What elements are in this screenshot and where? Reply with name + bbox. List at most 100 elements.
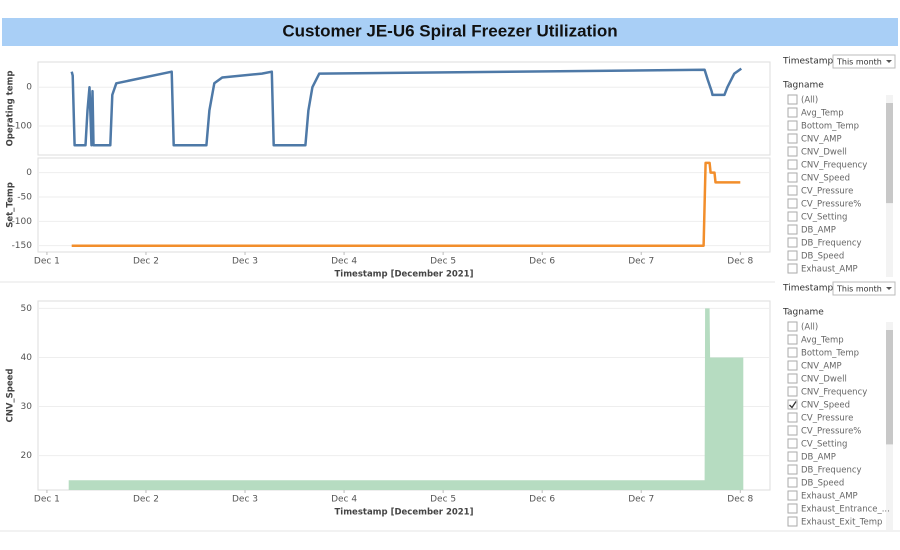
option-label[interactable]: CV_Pressure [801,187,853,197]
option-label[interactable]: CV_Setting [801,440,847,450]
x-tick-label: Dec 5 [430,495,456,505]
option-label[interactable]: CNV_Speed [801,174,850,184]
checkbox[interactable] [787,159,798,170]
checkbox[interactable] [787,94,798,105]
checkbox[interactable] [787,198,798,209]
option-label[interactable]: Exhaust_Entrance_... [801,505,890,515]
checkbox[interactable] [787,237,798,248]
checkbox[interactable] [787,185,798,196]
y-tick-label: -50 [17,192,32,202]
option-label[interactable]: CNV_AMP [801,362,842,372]
plot-frame [37,157,771,253]
option-label[interactable]: CNV_Speed [801,401,850,411]
option-label[interactable]: CNV_AMP [801,135,842,145]
option-label[interactable]: Avg_Temp [801,336,844,346]
title-bar [2,18,898,46]
checkbox[interactable] [787,490,798,501]
checkbox[interactable] [787,503,798,514]
x-tick-label: Dec 7 [628,495,654,505]
checkbox[interactable] [787,133,798,144]
x-axis-label: Timestamp [December 2021] [334,270,473,280]
checkbox[interactable] [787,224,798,235]
option-label[interactable]: CV_Setting [801,213,847,223]
x-tick-label: Dec 5 [430,257,456,267]
dashboard-title: Customer JE-U6 Spiral Freezer Utilizatio… [282,21,617,40]
x-tick-label: Dec 2 [133,495,159,505]
checkbox[interactable] [787,516,798,527]
y-tick-label: -100 [12,217,33,227]
option-label[interactable]: CNV_Dwell [801,148,847,158]
x-axis-label: Timestamp [December 2021] [334,508,473,518]
checkbox[interactable] [787,334,798,345]
checkbox[interactable] [787,438,798,449]
y-axis-label: Operating temp [6,71,16,147]
option-label[interactable]: Exhaust_Exit_Temp [801,518,882,528]
x-tick-label: Dec 8 [727,495,753,505]
x-tick-label: Dec 2 [133,257,159,267]
x-tick-label: Dec 8 [727,257,753,267]
option-label[interactable]: Avg_Temp [801,109,844,119]
option-label[interactable]: Exhaust_AMP [801,492,858,502]
checkbox[interactable] [787,464,798,475]
option-label[interactable]: DB_AMP [801,453,836,463]
checkbox[interactable] [787,412,798,423]
dropdown[interactable] [832,54,896,69]
option-label[interactable]: (All) [801,96,818,106]
option-label[interactable]: CNV_Frequency [801,388,867,398]
option-label[interactable]: DB_Speed [801,252,844,262]
option-label[interactable]: CV_Pressure [801,414,853,424]
y-tick-label: 50 [21,304,33,314]
checkbox[interactable] [787,263,798,274]
checkbox[interactable] [787,477,798,488]
option-label[interactable]: Exhaust_AMP [801,265,858,275]
option-label[interactable]: Bottom_Temp [801,349,859,359]
checkbox[interactable] [787,451,798,462]
y-tick-label: 40 [21,353,33,363]
scrollbar-thumb[interactable] [886,103,893,204]
checkbox[interactable] [787,399,798,410]
option-label[interactable]: CV_Pressure% [801,427,861,437]
dropdown-arrow [886,60,892,63]
x-tick-label: Dec 3 [232,257,258,267]
option-label[interactable]: DB_Frequency [801,239,862,249]
option-label[interactable]: DB_Frequency [801,466,862,476]
option-label[interactable]: DB_Speed [801,479,844,489]
checkmark [789,401,797,409]
scrollbar-thumb[interactable] [886,330,893,445]
y-tick-label: -150 [12,241,33,251]
checkbox[interactable] [787,120,798,131]
plot-frame [37,61,771,156]
checkbox[interactable] [787,386,798,397]
checkbox[interactable] [787,347,798,358]
x-tick-label: Dec 6 [529,257,555,267]
plot-frame [37,300,771,491]
checkbox[interactable] [787,373,798,384]
x-tick-label: Dec 1 [34,257,60,267]
option-label[interactable]: CNV_Dwell [801,375,847,385]
y-axis-label: CNV_Speed [6,368,16,422]
dropdown[interactable] [832,281,896,296]
list-label: Tagname [782,308,824,318]
x-tick-label: Dec 4 [331,495,357,505]
option-label[interactable]: Bottom_Temp [801,122,859,132]
checkbox[interactable] [787,146,798,157]
checkbox[interactable] [787,425,798,436]
checkbox[interactable] [787,107,798,118]
x-tick-label: Dec 3 [232,495,258,505]
area [68,308,744,490]
checkbox[interactable] [787,211,798,222]
checkbox[interactable] [787,250,798,261]
y-tick-label: 0 [26,83,32,93]
dropdown-arrow [886,287,892,290]
checkbox[interactable] [787,172,798,183]
option-label[interactable]: CNV_Frequency [801,161,867,171]
checkbox[interactable] [787,360,798,371]
checkbox[interactable] [787,321,798,332]
option-label[interactable]: CV_Pressure% [801,200,861,210]
y-tick-label: 20 [21,451,33,461]
x-tick-label: Dec 1 [34,495,60,505]
y-tick-label: 30 [21,402,33,412]
option-label[interactable]: (All) [801,323,818,333]
option-label[interactable]: DB_AMP [801,226,836,236]
